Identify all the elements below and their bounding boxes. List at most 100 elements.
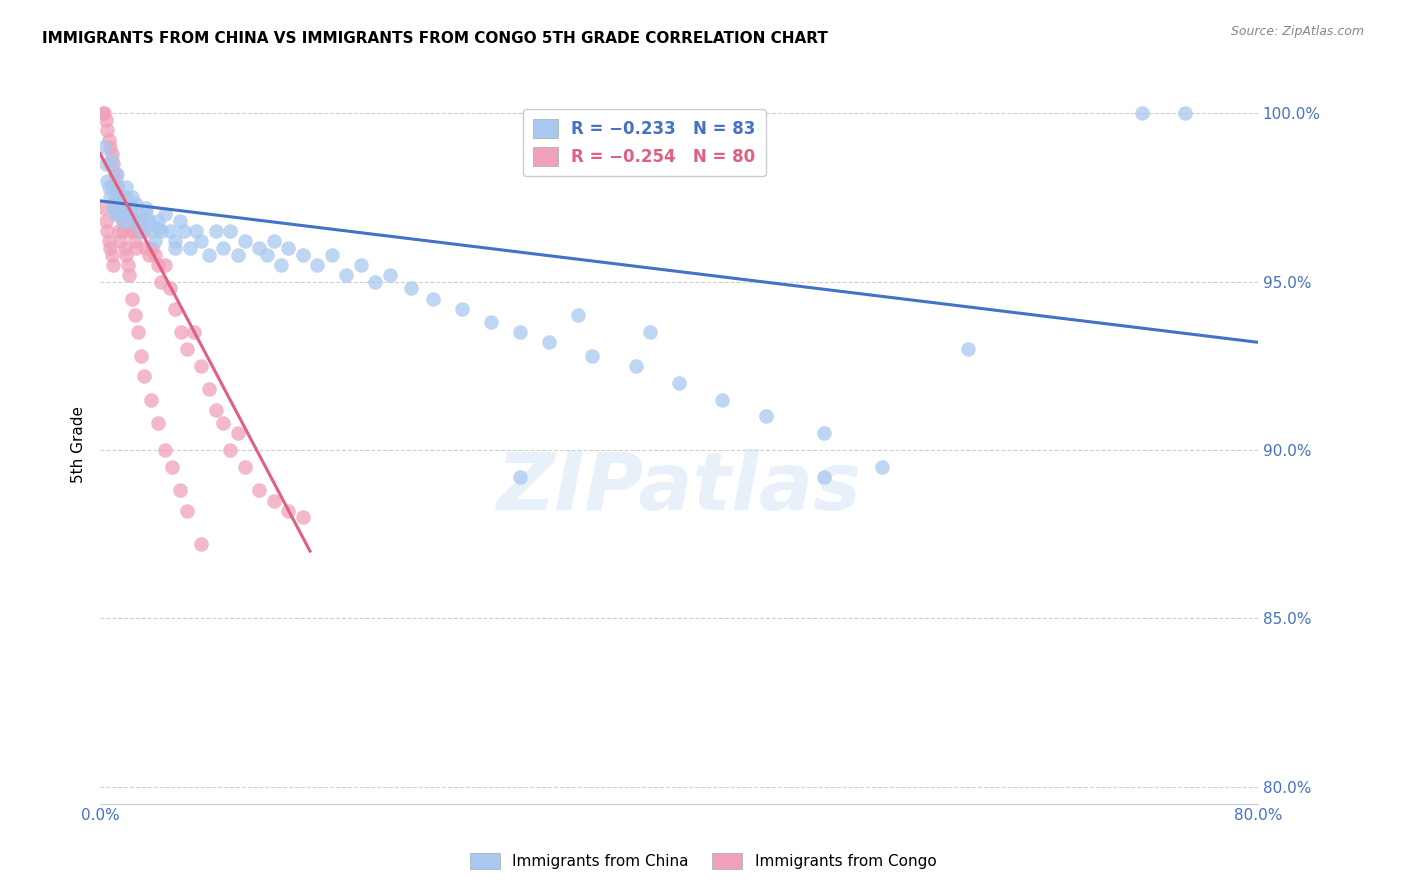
Point	[624, 359, 647, 373]
Point	[118, 214, 141, 228]
Point	[755, 409, 778, 424]
Point	[120, 201, 142, 215]
Point	[378, 268, 401, 282]
Point	[165, 301, 187, 316]
Point	[135, 201, 157, 215]
Point	[233, 459, 256, 474]
Point	[205, 402, 228, 417]
Point	[107, 207, 129, 221]
Point	[105, 174, 128, 188]
Point	[111, 207, 134, 221]
Point	[169, 483, 191, 498]
Text: Source: ZipAtlas.com: Source: ZipAtlas.com	[1230, 25, 1364, 38]
Point	[94, 214, 117, 228]
Point	[117, 207, 139, 221]
Point	[155, 443, 177, 458]
Point	[104, 167, 127, 181]
Point	[105, 190, 128, 204]
Point	[91, 106, 114, 120]
Point	[96, 224, 118, 238]
Point	[162, 459, 184, 474]
Point	[1130, 106, 1153, 120]
Point	[105, 201, 128, 215]
Point	[112, 224, 135, 238]
Point	[509, 470, 531, 484]
Point	[141, 241, 163, 255]
Point	[100, 248, 122, 262]
Point	[212, 416, 235, 430]
Text: ZIPatlas: ZIPatlas	[496, 449, 862, 527]
Point	[422, 292, 444, 306]
Point	[127, 214, 149, 228]
Point	[581, 349, 603, 363]
Point	[129, 349, 152, 363]
Legend: Immigrants from China, Immigrants from Congo: Immigrants from China, Immigrants from C…	[464, 847, 942, 875]
Point	[124, 309, 146, 323]
Text: IMMIGRANTS FROM CHINA VS IMMIGRANTS FROM CONGO 5TH GRADE CORRELATION CHART: IMMIGRANTS FROM CHINA VS IMMIGRANTS FROM…	[42, 31, 828, 46]
Point	[124, 207, 146, 221]
Point	[132, 368, 155, 383]
Point	[97, 234, 120, 248]
Point	[138, 248, 160, 262]
Point	[97, 133, 120, 147]
Point	[112, 214, 135, 228]
Point	[668, 376, 690, 390]
Point	[107, 180, 129, 194]
Point	[212, 241, 235, 255]
Point	[291, 510, 314, 524]
Point	[115, 207, 138, 221]
Point	[291, 248, 314, 262]
Point	[125, 241, 148, 255]
Point	[101, 201, 124, 215]
Point	[247, 483, 270, 498]
Point	[197, 383, 219, 397]
Point	[184, 224, 207, 238]
Point	[110, 201, 132, 215]
Point	[127, 224, 149, 238]
Point	[93, 106, 115, 120]
Point	[98, 190, 121, 204]
Point	[205, 224, 228, 238]
Point	[96, 174, 118, 188]
Point	[129, 214, 152, 228]
Point	[364, 275, 387, 289]
Point	[256, 248, 278, 262]
Point	[537, 335, 560, 350]
Point	[110, 190, 132, 204]
Point	[121, 292, 143, 306]
Point	[117, 258, 139, 272]
Point	[138, 214, 160, 228]
Point	[139, 392, 162, 407]
Point	[108, 190, 131, 204]
Point	[813, 426, 835, 441]
Point	[155, 258, 177, 272]
Point	[146, 258, 169, 272]
Point	[567, 309, 589, 323]
Point	[149, 275, 172, 289]
Point	[233, 234, 256, 248]
Point	[93, 201, 115, 215]
Point	[100, 146, 122, 161]
Point	[100, 180, 122, 194]
Point	[149, 224, 172, 238]
Point	[98, 140, 121, 154]
Point	[141, 224, 163, 238]
Point	[118, 268, 141, 282]
Point	[957, 342, 980, 356]
Point	[135, 241, 157, 255]
Point	[226, 426, 249, 441]
Point	[307, 258, 329, 272]
Point	[190, 359, 212, 373]
Point	[93, 140, 115, 154]
Point	[183, 325, 205, 339]
Point	[270, 258, 292, 272]
Point	[127, 325, 149, 339]
Point	[176, 342, 198, 356]
Point	[155, 207, 177, 221]
Point	[159, 224, 181, 238]
Point	[711, 392, 734, 407]
Point	[173, 224, 195, 238]
Point	[1174, 106, 1197, 120]
Point	[124, 234, 146, 248]
Point	[94, 157, 117, 171]
